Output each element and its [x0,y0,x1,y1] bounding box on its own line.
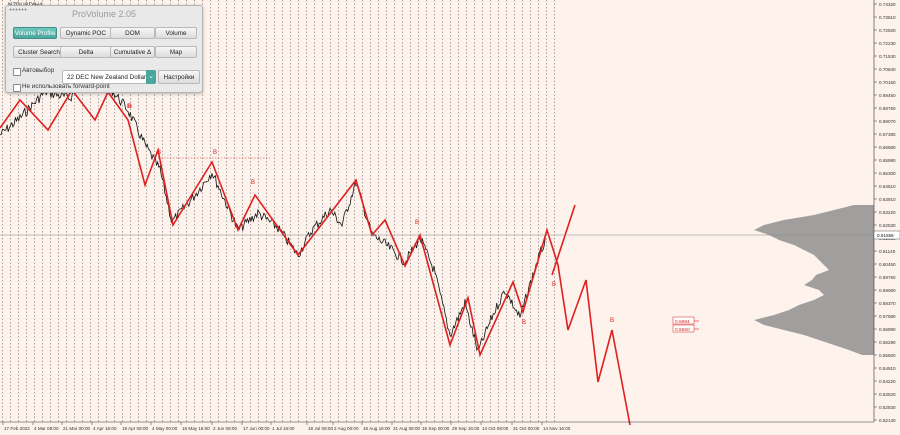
time-tick-label: 14 Nov 16:00 [543,426,571,431]
price-tick-label: 0.68760 [879,106,896,111]
time-tick-label: 4 Apr 16:00 [93,426,117,431]
price-tick-label: 0.67380 [879,132,896,137]
price-tick-label: 0.53520 [879,392,896,397]
price-tick-label: 0.71530 [879,54,896,59]
price-tick-label: 0.72920 [879,28,896,33]
price-tick-label: 0.57680 [879,314,896,319]
price-tick-label: 0.60450 [879,262,896,267]
dynamic-poc-button[interactable]: Dynamic POC [60,27,112,39]
wave-mark: B [157,150,161,156]
wave-mark: B [415,220,419,226]
price-tick-label: 0.72230 [879,41,896,46]
price-tick-label: 0.52140 [879,418,896,423]
price-tick-label: 0.55600 [879,353,896,358]
level-label: 0.5650 [675,327,690,333]
forward-point-label: Не использовать forward-point [22,83,110,90]
time-tick-label: 15 Sep 00:00 [422,426,450,431]
price-tick-label: 0.54220 [879,379,896,384]
time-tick-label: 31 Aug 08:00 [393,426,421,431]
time-tick-label: 29 Sep 16:00 [452,426,480,431]
time-axis: 17 Feb 2022 4 Mar 08:00 21 Mar 00:00 4 Apr … [0,421,874,431]
level-markers: 0.5694 0.5650 [672,316,699,333]
autoselect-checkbox[interactable] [13,68,21,76]
price-tick-label: 0.59760 [879,275,896,280]
level-badge [672,316,695,325]
time-tick-label: 17 Jun 00:00 [243,426,270,431]
price-tick-label: 0.69450 [879,93,896,98]
time-tick-label: 31 Oct 00:00 [513,426,540,431]
wave-mark: B [127,104,131,110]
time-tick-label: 2 Aug 00:00 [334,426,359,431]
price-tick-label: 0.62530 [879,223,896,228]
wave-path [0,88,631,426]
time-tick-label: 17 Feb 2022 [4,426,30,431]
current-price-label: 0.61558 [877,233,894,238]
price-tick-label: 0.65990 [879,158,896,163]
time-tick-label: 1 Jul 16:00 [272,426,295,431]
wave-mark: B [251,180,255,186]
forward-point-checkbox[interactable] [13,84,21,92]
current-price-badge [873,230,900,240]
provolume-panel[interactable]: ProVolume 2.05 Volume Profile Dynamic PO… [5,5,203,93]
price-tick-label: 0.73610 [879,15,896,20]
level-label: 0.5694 [675,319,690,325]
drag-handle-icon[interactable] [9,8,27,11]
price-tick-label: 0.74320 [879,2,896,7]
price-tick-label: 0.61140 [879,249,896,254]
chevron-down-icon[interactable]: ⌄ [146,70,156,84]
wave-mark: B [610,318,614,324]
time-tick-label: 16 Aug 16:00 [363,426,391,431]
level-badge [672,324,695,333]
time-tick-label: 19 Apr 08:00 [122,426,148,431]
price-tick-label: 0.65300 [879,171,896,176]
settings-button[interactable]: Настройки [158,70,200,84]
map-button[interactable]: Map [155,46,197,58]
instrument-select[interactable]: 22 DEC New Zealand Dollar ⌄ [62,70,156,84]
time-tick-label: 4 Mar 08:00 [34,426,59,431]
price-tick-label: 0.64610 [879,184,896,189]
volume-profile [754,205,874,355]
price-tick-label: 0.52830 [879,405,896,410]
price-tick-label: 0.59060 [879,288,896,293]
wave-lines [0,88,631,426]
cumulative-delta-button[interactable]: Cumulative Δ [110,46,155,58]
price-tick-label: 0.56290 [879,340,896,345]
wave-mark: B [552,282,556,288]
time-tick-label: 21 Mar 00:00 [63,426,91,431]
instrument-value: 22 DEC New Zealand Dollar [67,74,147,81]
price-tick-label: 0.68070 [879,119,896,124]
volume-profile-shape [754,205,874,355]
price-axis: 0.74320 0.73610 0.72920 0.72230 0.71530 0.708… [0,0,900,423]
cluster-search-button[interactable]: Cluster Search [13,46,65,58]
wave-mark: B [522,320,526,326]
price-tick-label: 0.70150 [879,80,896,85]
time-tick-label: 2 Jun 08:00 [213,426,237,431]
price-tick-label: 0.56990 [879,327,896,332]
wave-mark: B [213,150,217,156]
delta-button[interactable]: Delta [60,46,112,58]
wave-mark: B [128,104,132,110]
price-tick-label: 0.70840 [879,67,896,72]
wave-projection-up [551,204,576,276]
price-tick-label: 0.63220 [879,210,896,215]
price-tick-label: 0.54910 [879,366,896,371]
volume-button[interactable]: Volume [155,27,197,39]
autoselect-label: Автовыбор [22,67,55,74]
dom-button[interactable]: DOM [110,27,155,39]
panel-title: ProVolume 2.05 [71,9,137,19]
volume-profile-button[interactable]: Volume Profile [13,27,57,39]
price-tick-label: 0.58370 [879,301,896,306]
time-tick-label: 14 Oct 08:00 [482,426,509,431]
price-tick-label: 0.66680 [879,145,896,150]
price-tick-label: 0.63910 [879,197,896,202]
time-tick-label: 4 May 00:00 [152,426,178,431]
time-tick-label: 18 May 16:00 [182,426,210,431]
time-tick-label: 18 Jul 08:00 [308,426,333,431]
